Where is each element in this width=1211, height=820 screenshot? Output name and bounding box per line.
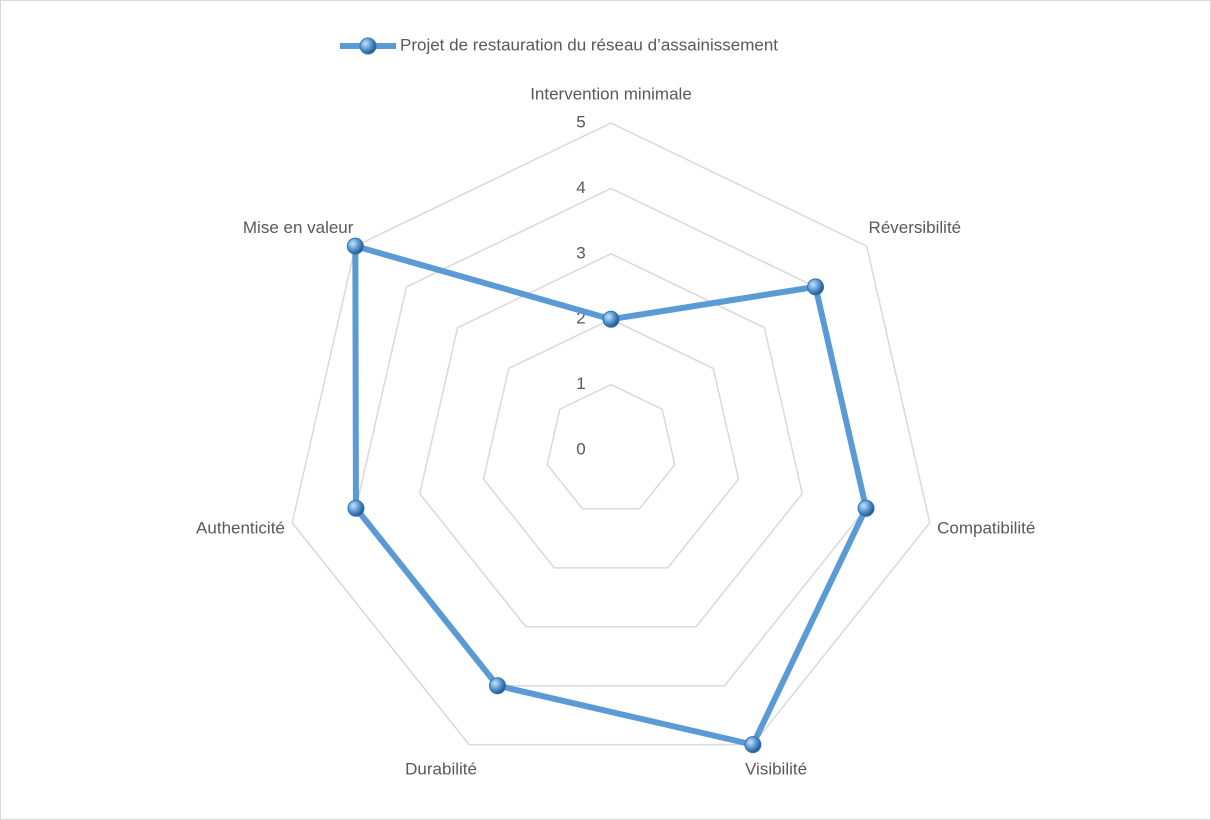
category-label: Mise en valeur	[243, 218, 354, 237]
series-line	[352, 243, 870, 748]
data-point	[744, 736, 762, 754]
category-label: Visibilité	[745, 759, 807, 778]
data-point	[346, 237, 364, 255]
r-tick-label: 2	[576, 309, 585, 328]
r-tick-label: 3	[576, 243, 585, 262]
data-point	[857, 499, 875, 517]
r-tick-label: 0	[576, 439, 585, 458]
data-point	[807, 278, 825, 296]
r-tick-label: 1	[576, 374, 585, 393]
r-tick-label: 5	[576, 112, 585, 131]
legend-marker	[359, 37, 377, 55]
legend-label: Projet de restauration du réseau d’assai…	[400, 35, 778, 54]
grid-ring	[546, 383, 676, 510]
category-label: Intervention minimale	[530, 84, 692, 103]
grid-ring	[418, 252, 804, 628]
data-point	[602, 310, 620, 328]
grid-ring	[291, 122, 931, 746]
data-point	[488, 677, 506, 695]
grid-ring	[482, 318, 740, 569]
category-label: Réversibilité	[869, 218, 962, 237]
category-label: Compatibilité	[937, 518, 1035, 537]
category-label: Authenticité	[196, 518, 285, 537]
r-tick-label: 4	[576, 178, 585, 197]
data-point	[347, 499, 365, 517]
category-label: Durabilité	[405, 759, 477, 778]
